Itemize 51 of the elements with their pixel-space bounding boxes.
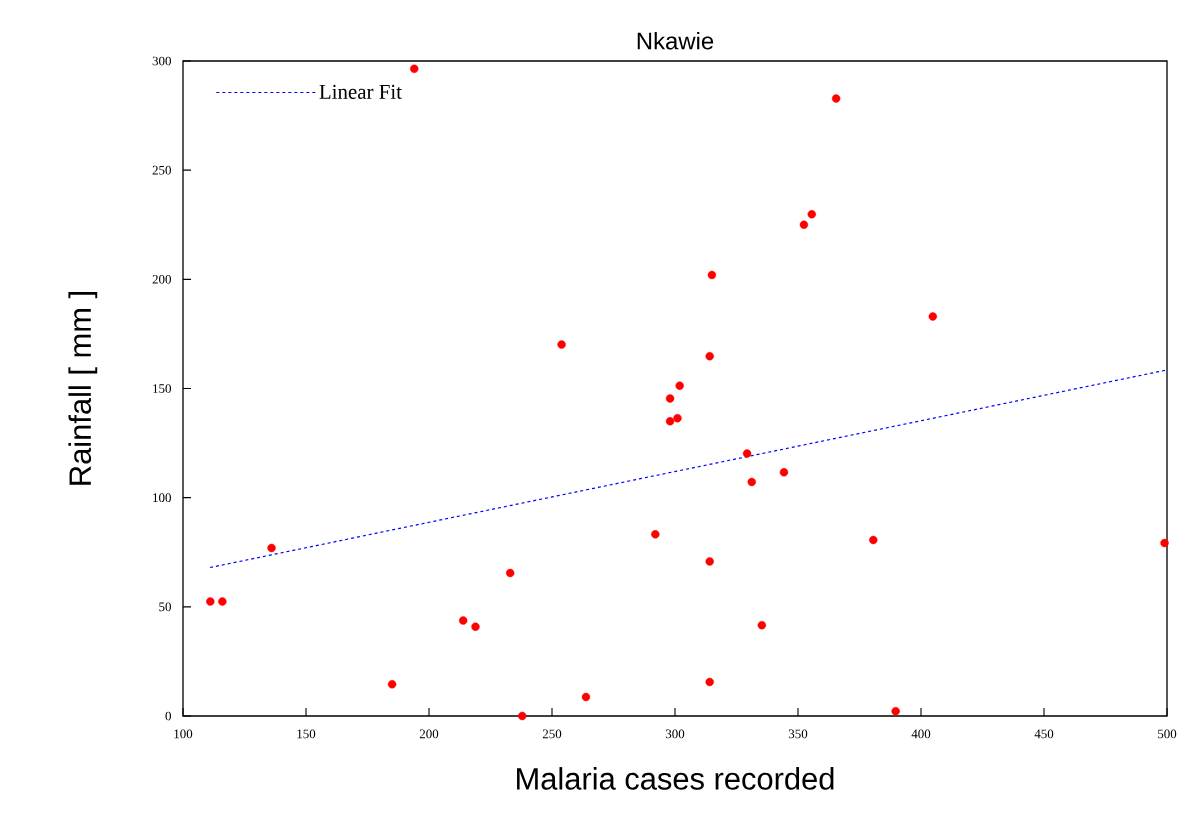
point: [557, 340, 566, 349]
y-tick-label: 250: [152, 165, 171, 175]
x-tick-label: 250: [542, 729, 562, 739]
point: [206, 597, 215, 606]
x-tick-label: 300: [665, 729, 685, 739]
point: [267, 543, 276, 553]
point: [705, 557, 714, 566]
x-tick-label: 150: [297, 729, 316, 739]
legend-label: Linear Fit: [319, 84, 402, 99]
point: [705, 677, 714, 687]
point: [747, 477, 756, 487]
point: [665, 394, 675, 403]
point: [518, 711, 527, 721]
y-tick-label: 300: [152, 56, 171, 66]
point: [1160, 538, 1169, 548]
y-axis-title: Rainfall [ mm ]: [68, 292, 98, 485]
x-tick-label: 100: [174, 729, 193, 739]
point: [891, 707, 900, 716]
y-tick-label: 100: [153, 493, 171, 503]
point: [581, 692, 591, 702]
point: [459, 616, 468, 625]
point: [757, 620, 767, 630]
point: [675, 381, 684, 390]
point: [799, 220, 809, 229]
point: [742, 449, 752, 458]
point: [665, 417, 675, 426]
point: [651, 530, 660, 539]
point: [387, 680, 397, 689]
y-tick-label: 50: [159, 602, 171, 612]
x-tick-label: 450: [1034, 729, 1054, 739]
x-tick-label: 350: [788, 729, 808, 739]
point: [928, 312, 938, 321]
x-tick-label: 200: [419, 729, 439, 739]
y-tick-label: 0: [165, 711, 171, 721]
x-tick-label: 500: [1158, 729, 1177, 739]
x-tick-label: 400: [911, 729, 931, 739]
point: [505, 568, 515, 578]
x-axis-title: Malaria cases recorded: [517, 767, 834, 790]
point: [218, 597, 227, 606]
point: [869, 535, 878, 545]
point: [831, 94, 841, 103]
point: [707, 270, 717, 280]
y-tick-label: 200: [152, 274, 171, 284]
point: [807, 210, 816, 219]
y-tick-label: 150: [153, 384, 171, 393]
point: [705, 351, 714, 361]
point: [471, 622, 480, 631]
point: [779, 468, 789, 477]
point: [673, 413, 682, 423]
point: [410, 64, 419, 74]
chart-title: Nkawie: [637, 31, 714, 50]
